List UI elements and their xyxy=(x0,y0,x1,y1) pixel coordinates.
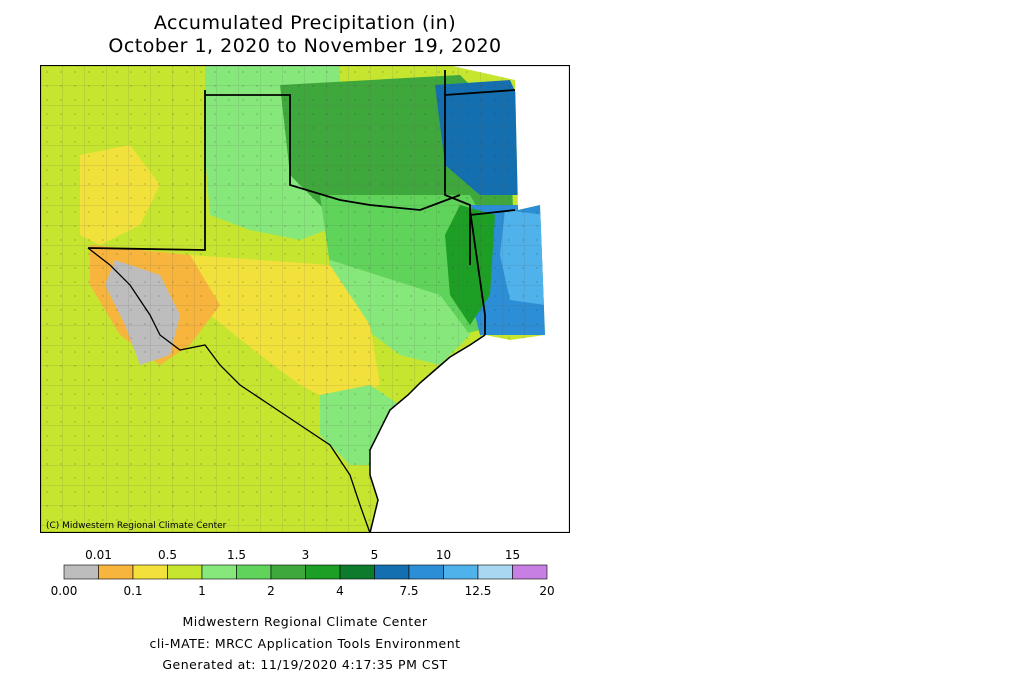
legend-swatch xyxy=(443,564,479,580)
coastline xyxy=(369,334,486,533)
legend-swatch xyxy=(339,564,375,580)
legend-top-label: 3 xyxy=(302,548,310,562)
ok-ar-border xyxy=(444,70,471,265)
legend-top-label: 10 xyxy=(436,548,451,562)
legend-swatch xyxy=(305,564,341,580)
legend-top-label: 0.01 xyxy=(85,548,112,562)
legend-swatch xyxy=(167,564,203,580)
legend-bottom-label: 20 xyxy=(539,584,554,598)
legend-bottom-label: 7.5 xyxy=(399,584,418,598)
legend-swatch xyxy=(477,564,513,580)
legend-top-labels: 0.01 0.5 1.5 3 5 10 15 xyxy=(85,548,520,562)
legend-bottom-label: 0.00 xyxy=(51,584,78,598)
legend-swatches xyxy=(63,564,548,580)
legend-swatch xyxy=(270,564,306,580)
legend-swatch xyxy=(236,564,272,580)
footer-generated: Generated at: 11/19/2020 4:17:35 PM CST xyxy=(162,657,448,672)
color-legend: 0.01 0.5 1.5 3 5 10 15 0.00 0.1 1 2 4 7.5 12.5 20 xyxy=(51,548,555,598)
map-layer xyxy=(40,65,570,533)
legend-swatch xyxy=(98,564,134,580)
map-title: Accumulated Precipitation (in) xyxy=(153,12,457,34)
legend-bottom-label: 1 xyxy=(198,584,206,598)
legend-swatch xyxy=(374,564,410,580)
legend-top-label: 15 xyxy=(505,548,520,562)
legend-bottom-labels: 0.00 0.1 1 2 4 7.5 12.5 20 xyxy=(51,584,555,598)
ar-la-border xyxy=(444,89,516,216)
footer-org: Midwestern Regional Climate Center xyxy=(182,614,428,629)
legend-bottom-label: 12.5 xyxy=(465,584,492,598)
legend-swatch xyxy=(63,564,99,580)
map-copyright: (C) Midwestern Regional Climate Center xyxy=(46,521,227,531)
legend-bottom-label: 4 xyxy=(336,584,344,598)
legend-top-label: 1.5 xyxy=(227,548,246,562)
precipitation-map: (C) Midwestern Regional Climate Center xyxy=(40,65,570,533)
legend-swatch xyxy=(408,564,444,580)
legend-top-label: 0.5 xyxy=(158,548,177,562)
tx-la-border xyxy=(469,209,486,335)
state-boundaries xyxy=(87,70,516,533)
legend-swatch xyxy=(201,564,237,580)
rio-grande xyxy=(87,247,371,533)
legend-bottom-label: 0.1 xyxy=(123,584,142,598)
panhandle-border xyxy=(205,94,461,211)
legend-swatch xyxy=(132,564,168,580)
legend-bottom-label: 2 xyxy=(267,584,275,598)
nm-tx-border xyxy=(87,90,206,251)
footer-tool: cli-MATE: MRCC Application Tools Environ… xyxy=(149,636,461,651)
legend-swatch xyxy=(512,564,548,580)
map-date-range: October 1, 2020 to November 19, 2020 xyxy=(108,35,502,57)
legend-top-label: 5 xyxy=(371,548,379,562)
